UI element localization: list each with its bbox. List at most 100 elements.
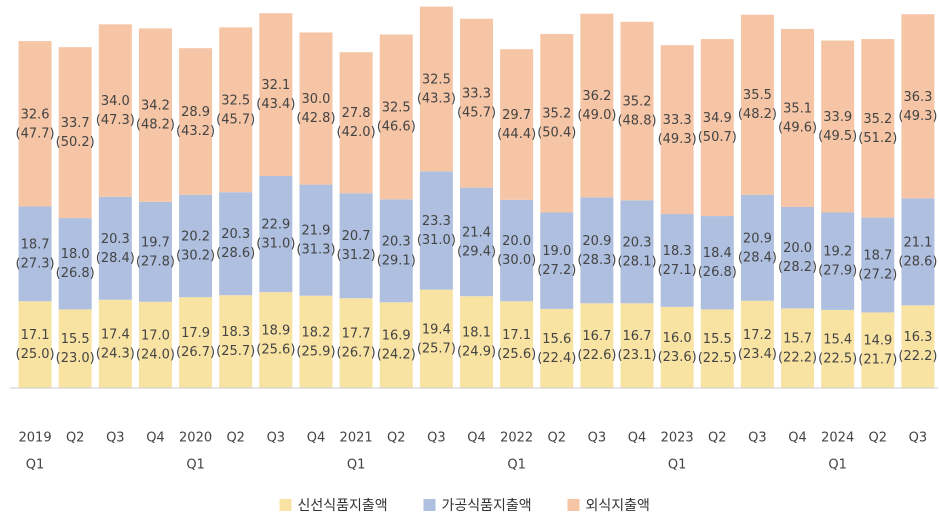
share-label: (28.1) (617, 254, 656, 269)
value-label: 19.2 (823, 245, 852, 260)
share-label: (26.8) (698, 265, 737, 280)
share-label: (22.6) (577, 348, 616, 363)
x-tick-label: Q2 (548, 431, 567, 446)
value-label: 32.1 (261, 78, 290, 93)
bar-segment (460, 187, 493, 297)
x-tick-label: 2023 (661, 431, 694, 446)
bar-segment (901, 305, 935, 388)
bar-segment (861, 217, 895, 313)
share-label: (43.3) (417, 92, 456, 107)
share-label: (21.7) (858, 353, 897, 368)
x-tick-label: Q4 (307, 431, 326, 446)
share-label: (28.4) (96, 251, 135, 266)
value-label: 33.7 (61, 116, 90, 131)
value-label: 15.4 (823, 332, 852, 347)
bar-segment (700, 39, 734, 217)
value-label: 20.2 (181, 229, 210, 244)
value-label: 15.5 (703, 332, 732, 347)
value-label: 19.4 (422, 322, 451, 337)
legend-swatch (279, 499, 292, 511)
share-label: (28.2) (778, 260, 817, 275)
value-label: 29.7 (502, 108, 531, 123)
x-tick-label: Q2 (387, 431, 406, 446)
value-label: 17.1 (21, 328, 50, 343)
value-label: 15.5 (61, 332, 90, 347)
bar-segment (740, 194, 774, 301)
bar-segment (700, 309, 734, 388)
share-label: (24.2) (377, 348, 416, 363)
x-tick-label: 2022 (500, 431, 533, 446)
x-tick-label: 2021 (340, 431, 373, 446)
bar-segment (219, 295, 253, 388)
value-label: 16.7 (623, 329, 652, 344)
share-label: (25.0) (16, 347, 55, 362)
bar-segment (58, 218, 92, 310)
x-tick-label: Q1 (668, 458, 687, 473)
share-label: (23.1) (617, 348, 656, 363)
value-label: 19.7 (141, 235, 170, 250)
value-label: 18.7 (21, 237, 50, 252)
value-label: 18.0 (61, 247, 90, 262)
share-label: (26.7) (176, 345, 215, 360)
x-tick-label: Q1 (186, 458, 205, 473)
share-label: (30.0) (497, 253, 536, 268)
bar-segment (500, 301, 534, 388)
value-label: 17.2 (743, 328, 772, 343)
bar-segment (419, 289, 453, 388)
value-label: 18.4 (703, 246, 732, 261)
value-label: 36.2 (582, 89, 611, 104)
bar-segment (98, 196, 132, 300)
value-label: 20.3 (623, 235, 652, 250)
share-label: (46.6) (377, 119, 416, 134)
bar-segment (740, 14, 774, 195)
bar-segment (339, 52, 373, 194)
share-label: (44.4) (497, 127, 536, 142)
share-label: (31.0) (417, 233, 456, 248)
value-label: 14.9 (863, 334, 892, 349)
value-label: 18.1 (462, 326, 491, 341)
x-tick-label: Q2 (66, 431, 85, 446)
bar-segment (500, 49, 534, 200)
share-label: (27.1) (658, 263, 697, 278)
value-label: 18.3 (221, 325, 250, 340)
bar-segment (179, 297, 213, 388)
value-label: 35.5 (743, 88, 772, 103)
share-label: (31.2) (337, 248, 376, 263)
bar-segment (58, 309, 92, 388)
value-label: 17.4 (101, 327, 130, 342)
bar-segment (219, 27, 253, 193)
value-label: 35.2 (623, 95, 652, 110)
bar-segment (540, 33, 574, 213)
bar-segment (781, 308, 815, 388)
bar-segment (18, 206, 52, 302)
share-label: (25.7) (417, 341, 456, 356)
x-tick-label: Q3 (909, 431, 928, 446)
value-label: 36.3 (903, 90, 932, 105)
x-tick-label: Q1 (507, 458, 526, 473)
share-label: (51.2) (858, 131, 897, 146)
share-label: (28.3) (577, 253, 616, 268)
value-label: 34.0 (101, 94, 130, 109)
value-label: 20.3 (221, 227, 250, 242)
bar-segment (58, 47, 92, 219)
share-label: (49.3) (898, 109, 937, 124)
value-label: 20.7 (342, 229, 371, 244)
bar-segment (861, 312, 895, 388)
bar-segment (781, 28, 815, 207)
value-label: 32.6 (21, 107, 50, 122)
share-label: (23.0) (56, 351, 95, 366)
bar-segment (660, 306, 694, 388)
share-label: (22.2) (778, 351, 817, 366)
bar-segment (259, 292, 293, 388)
share-label: (27.2) (537, 263, 576, 278)
bar-segment (179, 48, 213, 195)
value-label: 18.2 (302, 325, 331, 340)
x-tick-label: Q3 (588, 431, 607, 446)
share-label: (28.6) (898, 254, 937, 269)
value-label: 35.2 (542, 107, 571, 122)
bar-segment (901, 14, 935, 199)
x-tick-label: Q2 (226, 431, 245, 446)
bar-segment (299, 184, 333, 296)
share-label: (50.7) (698, 130, 737, 145)
